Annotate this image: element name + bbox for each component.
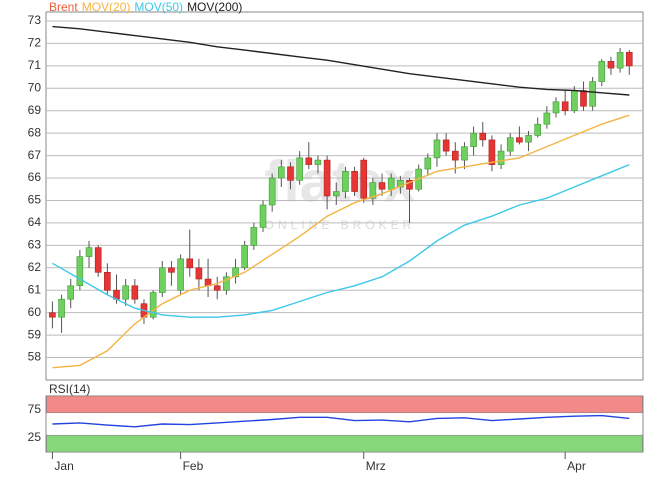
y-tick-label: 59 <box>28 327 42 341</box>
line-series <box>52 25 630 96</box>
candle-body <box>451 150 459 161</box>
y-tick-label: 67 <box>28 148 42 162</box>
x-tick-label: Apr <box>567 459 586 473</box>
candle-body <box>323 159 331 197</box>
candle-body <box>241 245 248 269</box>
y-tick-label: 72 <box>28 36 42 50</box>
line-series <box>52 163 630 318</box>
candle-body <box>360 159 368 199</box>
candle-body <box>268 177 276 206</box>
candle-body <box>589 81 596 107</box>
candle-body <box>433 139 441 159</box>
candle-body <box>561 101 569 112</box>
candle-body <box>625 52 633 67</box>
rsi-band <box>46 434 643 453</box>
y-tick-label: 65 <box>28 193 42 207</box>
legend-entry: MOV(20) <box>82 0 131 14</box>
candle-body <box>67 285 75 300</box>
candle-body <box>424 157 432 170</box>
candle-body <box>342 171 349 192</box>
y-tick-label: 68 <box>28 125 42 139</box>
y-tick-label: 75 <box>28 402 42 416</box>
main-plot-frame <box>45 11 644 381</box>
candle-body <box>195 267 203 280</box>
candle-body <box>287 166 294 181</box>
candle-body <box>616 52 624 69</box>
y-tick-label: 25 <box>28 430 42 444</box>
panel-title: RSI(14) <box>49 382 90 396</box>
candle-body <box>470 132 477 147</box>
y-tick-label: 70 <box>28 80 42 94</box>
candle-body <box>387 177 395 190</box>
candle-body <box>76 256 84 287</box>
candle-body <box>406 179 413 190</box>
candle-body <box>314 159 322 165</box>
candle-body <box>479 132 487 141</box>
candle-body <box>552 101 560 114</box>
candle-body <box>296 157 303 181</box>
candle-body <box>177 258 184 291</box>
candle-body <box>332 191 340 197</box>
candle-body <box>223 276 230 291</box>
x-tick-label: Jan <box>54 459 73 473</box>
candle-body <box>168 267 175 273</box>
y-tick-label: 58 <box>28 350 42 364</box>
candle-body <box>58 298 65 318</box>
y-tick-label: 61 <box>28 282 42 296</box>
y-tick-label: 62 <box>28 260 42 274</box>
candle-body <box>607 61 615 69</box>
candle-body <box>122 285 129 300</box>
candle-body <box>580 90 587 107</box>
candle-body <box>49 312 56 318</box>
candle-body <box>497 150 505 165</box>
candle-body <box>85 247 93 257</box>
candle-body <box>525 135 532 143</box>
y-tick-label: 66 <box>28 170 42 184</box>
panel-1: 25 75 RSI(14) <box>28 382 643 453</box>
watermark-tagline: ONLINE BROKER <box>265 218 416 232</box>
candle-body <box>351 171 358 192</box>
candle-body <box>149 292 157 318</box>
y-tick-label: 60 <box>28 305 42 319</box>
x-tick-label: Mrz <box>366 459 386 473</box>
legend-entry: MOV(50) <box>134 0 183 14</box>
line-series <box>52 414 630 428</box>
candle-body <box>571 90 578 112</box>
candle-body <box>259 204 267 228</box>
candle-body <box>305 157 313 165</box>
y-tick-label: 71 <box>28 58 42 72</box>
candle-body <box>369 182 377 199</box>
candle-body <box>543 112 551 125</box>
y-tick-label: 69 <box>28 103 42 117</box>
candle-body <box>461 146 468 161</box>
candle-body <box>278 166 285 179</box>
candle-body <box>488 139 496 165</box>
candle-body <box>378 182 386 190</box>
panel-0: 58 59 60 61 62 63 64 65 66 67 68 69 70 71 72 73 Jan Feb Mr… <box>28 0 643 473</box>
rsi-band <box>46 395 643 414</box>
legend-entry: Brent <box>49 0 78 14</box>
candle-body <box>250 227 258 246</box>
candle-body <box>598 61 606 82</box>
y-tick-label: 73 <box>28 13 42 27</box>
legend-entry: MOV(200) <box>187 0 242 14</box>
candle-body <box>104 271 111 291</box>
candle-body <box>158 267 166 293</box>
line-series <box>52 114 630 369</box>
candle-body <box>397 179 404 188</box>
candle-body <box>186 258 194 269</box>
x-tick-label: Feb <box>183 459 204 473</box>
candle-body <box>442 139 450 152</box>
candle-body <box>534 123 542 136</box>
candle-body <box>506 137 514 152</box>
candle-body <box>516 137 523 143</box>
candle-body <box>94 247 102 273</box>
y-tick-label: 63 <box>28 238 42 252</box>
candle-body <box>131 285 139 300</box>
candle-body <box>213 285 221 291</box>
y-tick-label: 64 <box>28 215 42 229</box>
